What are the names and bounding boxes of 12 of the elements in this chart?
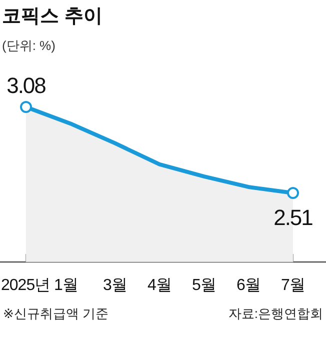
x-tick-label: 2025년 1월: [1, 277, 78, 294]
x-tick-label: 5월: [192, 277, 216, 294]
annotation: 자료:은행연합회: [228, 306, 323, 321]
data-label: 2.51: [274, 205, 314, 230]
x-tick-label: 4월: [148, 277, 172, 294]
x-tick-label: 7월: [281, 277, 305, 294]
x-tick-label: 3월: [103, 277, 127, 294]
chart-title: 코픽스 추이: [2, 6, 102, 27]
chart-subtitle: (단위: %): [2, 38, 56, 53]
data-label: 3.08: [6, 73, 46, 98]
x-tick-label: 6월: [236, 277, 260, 294]
annotation: ※신규취급액 기준: [3, 306, 109, 321]
